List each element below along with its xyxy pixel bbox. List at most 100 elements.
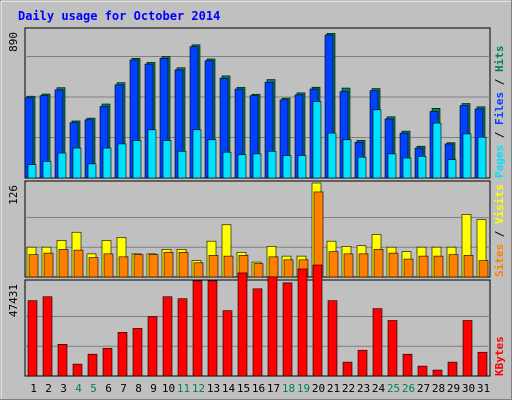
bar-pages [237, 154, 247, 179]
bar-sites [118, 256, 129, 278]
bar-kbytes [432, 369, 443, 377]
bar-sites [133, 254, 144, 278]
bar-sites [88, 257, 99, 278]
bar-kbytes [162, 296, 173, 377]
x-tick-label: 18 [282, 382, 295, 395]
bar-pages [402, 157, 412, 179]
bar-kbytes [147, 316, 158, 377]
bar-sites [253, 263, 264, 278]
x-tick-label: 31 [477, 382, 490, 395]
bar-sites [148, 254, 159, 278]
bar-pages [102, 147, 112, 179]
bar-pages [387, 153, 397, 179]
bar-sites [343, 253, 354, 278]
x-tick-label: 11 [177, 382, 190, 395]
x-tick-label: 24 [372, 382, 386, 395]
bar-kbytes [447, 361, 458, 377]
y-label-part: KBytes [493, 336, 506, 376]
bar-kbytes [267, 276, 278, 377]
bar-kbytes [72, 363, 83, 377]
bar-sites [403, 258, 414, 278]
bar-pages [192, 129, 202, 179]
bar-sites [223, 255, 234, 278]
x-tick-label: 4 [75, 382, 82, 395]
bar-kbytes [327, 300, 338, 377]
x-tick-label: 6 [105, 382, 112, 395]
bar-sites [58, 249, 69, 278]
bar-kbytes [132, 328, 143, 377]
bar-kbytes [177, 298, 188, 377]
panel-2: 126 Sites / Visits [7, 180, 506, 278]
bar-kbytes [27, 300, 38, 377]
bar-sites [193, 262, 204, 278]
x-tick-label: 30 [462, 382, 475, 395]
bar-kbytes [57, 343, 68, 377]
bar-pages [477, 136, 487, 179]
bar-pages [117, 143, 127, 179]
bar-sites [208, 255, 219, 278]
x-tick-label: 23 [357, 382, 370, 395]
bar-pages [297, 155, 307, 179]
bar-pages [252, 153, 262, 179]
x-tick-label: 20 [312, 382, 325, 395]
bar-kbytes [102, 347, 113, 377]
bar-kbytes [402, 353, 413, 377]
bar-pages [447, 159, 457, 179]
y-tick-label: 890 [7, 32, 20, 52]
x-tick-label: 5 [90, 382, 97, 395]
bar-pages [27, 164, 37, 179]
y-axis-label: KBytes [493, 336, 506, 376]
bar-pages [267, 151, 277, 179]
y-label-part: Sites [493, 244, 506, 277]
y-label-part: Hits [493, 46, 506, 73]
x-tick-label: 21 [327, 382, 340, 395]
bar-pages [177, 151, 187, 179]
panel-3: 47431 KBytes [7, 264, 506, 377]
y-label-separator: / [493, 72, 506, 92]
bar-kbytes [297, 268, 308, 377]
bar-kbytes [222, 310, 233, 377]
x-tick-label: 17 [267, 382, 280, 395]
bar-pages [417, 156, 427, 179]
bar-kbytes [237, 272, 248, 377]
bar-kbytes [42, 296, 53, 377]
x-tick-label: 13 [207, 382, 220, 395]
bar-sites [313, 191, 324, 278]
y-label-part: Files [493, 92, 506, 125]
bar-kbytes [417, 365, 428, 377]
x-tick-label: 27 [417, 382, 430, 395]
bar-pages [432, 122, 442, 179]
bar-pages [207, 139, 217, 179]
y-tick-label: 47431 [7, 284, 20, 317]
x-tick-label: 26 [402, 382, 415, 395]
bar-pages [372, 109, 382, 179]
chart-title: Daily usage for October 2014 [18, 9, 220, 23]
bar-kbytes [117, 332, 128, 377]
x-tick-label: 29 [447, 382, 460, 395]
bar-pages [42, 161, 52, 179]
bar-pages [147, 129, 157, 179]
bar-sites [103, 253, 114, 278]
y-label-separator: / [493, 125, 506, 145]
bar-pages [162, 140, 172, 179]
bar-sites [328, 251, 339, 278]
bar-sites [433, 255, 444, 278]
x-tick-label: 14 [222, 382, 236, 395]
x-tick-label: 16 [252, 382, 265, 395]
y-label-part: Pages [493, 145, 506, 178]
bar-sites [373, 249, 384, 278]
bar-pages [72, 147, 82, 179]
bar-kbytes [477, 351, 488, 377]
bar-sites [28, 254, 39, 278]
bar-kbytes [387, 320, 398, 377]
bar-kbytes [87, 353, 98, 377]
bar-sites [178, 252, 189, 278]
bar-pages [282, 155, 292, 179]
x-tick-label: 22 [342, 382, 355, 395]
bar-kbytes [357, 349, 368, 377]
x-tick-label: 12 [192, 382, 205, 395]
bar-kbytes [252, 288, 263, 377]
bar-sites [358, 253, 369, 278]
bar-sites [478, 260, 489, 278]
